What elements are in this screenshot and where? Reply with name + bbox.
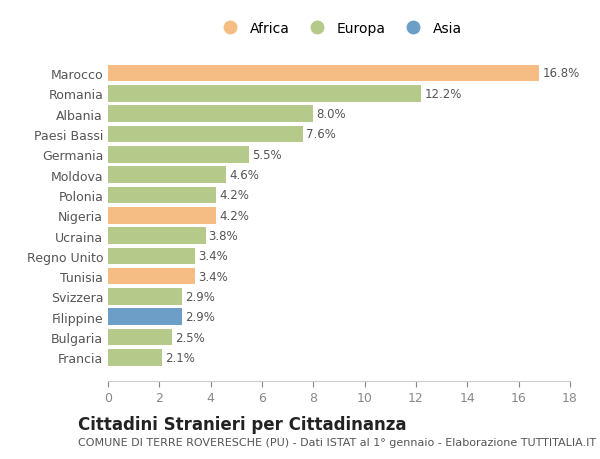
- Text: 7.6%: 7.6%: [306, 128, 336, 141]
- Text: 8.0%: 8.0%: [316, 108, 346, 121]
- Text: 5.5%: 5.5%: [252, 148, 282, 162]
- Bar: [108, 207, 216, 224]
- Text: 4.6%: 4.6%: [229, 169, 259, 182]
- Text: 3.8%: 3.8%: [209, 230, 238, 242]
- Text: 2.9%: 2.9%: [185, 291, 215, 303]
- Text: 2.9%: 2.9%: [185, 311, 215, 324]
- Bar: [108, 349, 162, 366]
- Bar: [108, 187, 216, 204]
- Text: COMUNE DI TERRE ROVERESCHE (PU) - Dati ISTAT al 1° gennaio - Elaborazione TUTTIT: COMUNE DI TERRE ROVERESCHE (PU) - Dati I…: [78, 437, 596, 447]
- Text: 3.4%: 3.4%: [199, 250, 228, 263]
- Bar: [108, 248, 195, 264]
- Text: 12.2%: 12.2%: [424, 88, 461, 101]
- Bar: [108, 66, 539, 82]
- Bar: [108, 329, 172, 346]
- Bar: [108, 146, 249, 163]
- Bar: [108, 86, 421, 102]
- Text: 2.1%: 2.1%: [165, 351, 195, 364]
- Text: 2.5%: 2.5%: [175, 331, 205, 344]
- Text: 16.8%: 16.8%: [542, 67, 580, 80]
- Bar: [108, 309, 182, 325]
- Bar: [108, 289, 182, 305]
- Bar: [108, 106, 313, 123]
- Bar: [108, 228, 206, 244]
- Text: 4.2%: 4.2%: [219, 209, 249, 222]
- Bar: [108, 126, 303, 143]
- Bar: [108, 268, 195, 285]
- Bar: [108, 167, 226, 184]
- Text: 3.4%: 3.4%: [199, 270, 228, 283]
- Text: 4.2%: 4.2%: [219, 189, 249, 202]
- Text: Cittadini Stranieri per Cittadinanza: Cittadini Stranieri per Cittadinanza: [78, 415, 407, 433]
- Legend: Africa, Europa, Asia: Africa, Europa, Asia: [214, 19, 464, 39]
